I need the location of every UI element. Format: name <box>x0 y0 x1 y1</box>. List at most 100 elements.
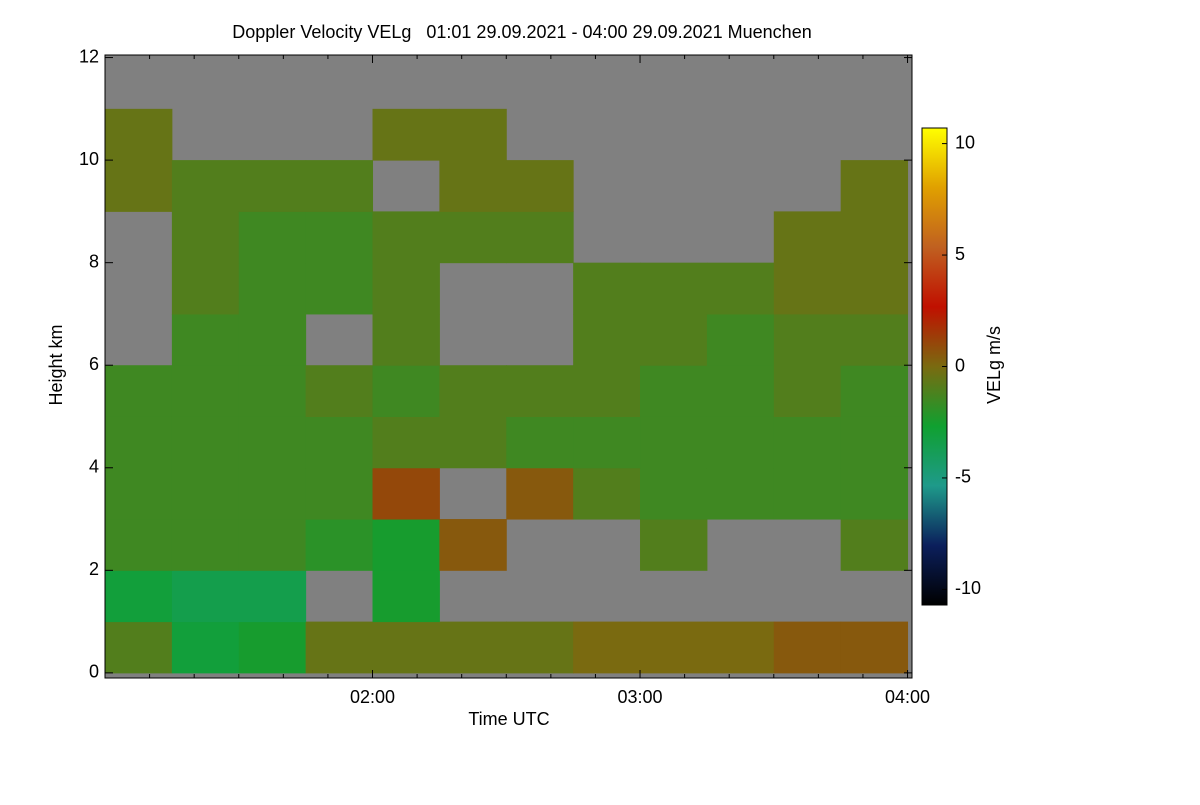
heatmap-cell <box>105 416 173 469</box>
heatmap-cell <box>372 108 440 161</box>
heatmap-cell <box>840 313 909 366</box>
heatmap-cell <box>238 313 307 366</box>
heatmap-cell <box>573 621 641 674</box>
colorbar-tick-label: 5 <box>955 244 965 264</box>
heatmap-cell <box>640 467 708 520</box>
y-axis-label: Height km <box>46 324 66 405</box>
heatmap-cell <box>773 262 842 315</box>
heatmap-cell <box>840 211 909 264</box>
heatmap-cell <box>439 365 507 417</box>
heatmap-cell <box>840 160 909 212</box>
heatmap-cell <box>439 108 507 161</box>
heatmap-cell <box>105 570 173 623</box>
heatmap-cell <box>640 313 708 366</box>
heatmap-cell <box>506 160 574 212</box>
heatmap-cell <box>238 211 307 264</box>
heatmap-cell <box>439 211 507 264</box>
heatmap-cell <box>840 416 909 469</box>
x-axis-label: Time UTC <box>468 709 549 729</box>
chart-title: Doppler Velocity VELg 01:01 29.09.2021 -… <box>232 22 811 42</box>
heatmap-cell <box>372 621 440 674</box>
heatmap-cell <box>171 211 240 264</box>
heatmap-cell <box>840 467 909 520</box>
heatmap-cell <box>105 467 173 520</box>
heatmap-cell <box>305 416 374 469</box>
heatmap-cell <box>640 416 708 469</box>
colorbar-tick-label: -10 <box>955 578 981 598</box>
heatmap-cell <box>573 313 641 366</box>
heatmap-cell <box>640 519 708 571</box>
heatmap-cell <box>171 467 240 520</box>
heatmap-cell <box>171 365 240 417</box>
heatmap-cell <box>706 416 775 469</box>
colorbar-tick-label: -5 <box>955 467 971 487</box>
plot-frame <box>104 54 913 679</box>
heatmap-cell <box>171 313 240 366</box>
heatmap-cell <box>372 416 440 469</box>
heatmap-cell <box>706 621 775 674</box>
heatmap-cell <box>372 262 440 315</box>
heatmap-cell <box>305 621 374 674</box>
heatmap-cell <box>238 160 307 212</box>
heatmap-cell <box>372 313 440 366</box>
heatmap-cell <box>773 467 842 520</box>
heatmap-cell <box>773 211 842 264</box>
heatmap-cell <box>773 313 842 366</box>
heatmap-cell <box>840 519 909 571</box>
heatmap-cell <box>706 262 775 315</box>
heatmap-cell <box>105 365 173 417</box>
heatmap-cell <box>372 211 440 264</box>
heatmap-cell <box>840 262 909 315</box>
y-tick-label: 4 <box>89 457 99 477</box>
heatmap-cell <box>305 365 374 417</box>
heatmap-cell <box>640 365 708 417</box>
heatmap-cell <box>238 621 307 674</box>
heatmap-cell <box>105 160 173 212</box>
heatmap-cell <box>506 211 574 264</box>
heatmap-cell <box>840 365 909 417</box>
heatmap-cell <box>439 519 507 571</box>
heatmap-cell <box>640 621 708 674</box>
heatmap-cell <box>439 621 507 674</box>
heatmap-cell <box>171 621 240 674</box>
heatmap-cell <box>171 262 240 315</box>
colorbar-label: VELg m/s <box>984 326 1004 404</box>
y-tick-label: 12 <box>79 46 99 66</box>
heatmap-cell <box>506 365 574 417</box>
heatmap-cell <box>640 262 708 315</box>
heatmap-cell <box>773 621 842 674</box>
heatmap-cell <box>573 416 641 469</box>
heatmap-cell <box>706 467 775 520</box>
heatmap-cell <box>706 365 775 417</box>
heatmap-cell <box>238 365 307 417</box>
y-tick-label: 2 <box>89 559 99 579</box>
heatmap-cell <box>372 519 440 571</box>
heatmap-cell <box>305 467 374 520</box>
heatmap-cell <box>506 621 574 674</box>
heatmap-cell <box>105 519 173 571</box>
heatmap-cell <box>372 365 440 417</box>
heatmap-cell <box>105 108 173 161</box>
y-tick-label: 0 <box>89 662 99 682</box>
heatmap-cell <box>171 416 240 469</box>
heatmap-cell <box>238 519 307 571</box>
y-tick-label: 6 <box>89 354 99 374</box>
heatmap-cell <box>171 519 240 571</box>
x-tick-label: 02:00 <box>350 687 395 707</box>
heatmap-cell <box>573 262 641 315</box>
heatmap-cell <box>573 365 641 417</box>
heatmap-cell <box>238 262 307 315</box>
colorbar-tick-label: 0 <box>955 355 965 375</box>
x-tick-label: 04:00 <box>885 687 930 707</box>
heatmap-cell <box>171 570 240 623</box>
heatmap-cell <box>773 365 842 417</box>
heatmap-cell <box>439 160 507 212</box>
heatmap-cell <box>171 160 240 212</box>
heatmap-cell <box>238 570 307 623</box>
heatmap-cell <box>773 416 842 469</box>
heatmap-cell <box>305 262 374 315</box>
heatmap-cell <box>840 621 909 674</box>
x-tick-label: 03:00 <box>618 687 663 707</box>
heatmap-cell <box>372 467 440 520</box>
